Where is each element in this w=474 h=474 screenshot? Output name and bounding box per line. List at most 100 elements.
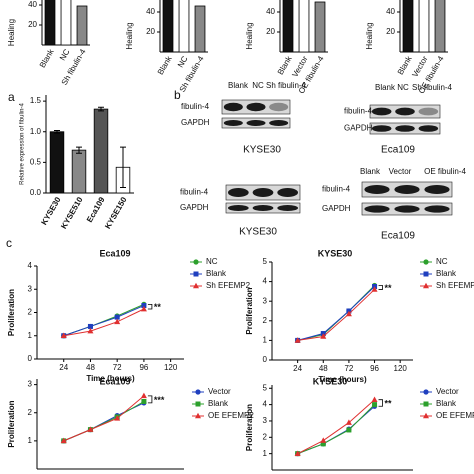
- blot-title: Eca109: [381, 145, 415, 156]
- chart-title: Eca109: [99, 248, 130, 258]
- y-tick-label: 1: [263, 449, 268, 458]
- marker: [114, 314, 120, 320]
- marker: [320, 437, 327, 443]
- blot-band: [246, 102, 266, 112]
- marker: [195, 412, 201, 419]
- error-bar: [98, 106, 104, 112]
- marker: [371, 286, 378, 292]
- x-tick-label: 48: [86, 363, 95, 372]
- marker: [193, 282, 199, 289]
- y-tick-label: 2: [263, 432, 268, 441]
- y-axis-label: Proliferation: [7, 289, 16, 336]
- marker: [423, 271, 429, 277]
- blot-band: [269, 102, 289, 112]
- blot-title: Eca109: [381, 231, 415, 242]
- legend-label: Sh EFEMP2: [436, 281, 474, 290]
- marker: [345, 310, 352, 317]
- row-label: GAPDH: [180, 203, 209, 212]
- annotation: ***: [154, 395, 165, 405]
- legend-label: Blank: [436, 269, 457, 278]
- legend-label: NC: [436, 257, 448, 266]
- x-tick-label: 96: [370, 364, 379, 373]
- y-tick-label: 40: [28, 0, 37, 9]
- x-tick-label: KYSE150: [103, 195, 129, 230]
- marker: [294, 337, 301, 343]
- y-tick-label: 1.0: [30, 127, 42, 136]
- row-label: fibulin-4: [181, 102, 210, 111]
- bracket: [147, 395, 153, 404]
- chart-title: Eca109: [99, 376, 130, 386]
- y-tick-label: 4: [263, 400, 268, 409]
- y-tick-label: 3: [28, 380, 33, 389]
- marker: [423, 412, 429, 419]
- bar: [178, 0, 190, 53]
- marker: [114, 415, 121, 421]
- bracket: [378, 399, 383, 407]
- y-tick-label: 20: [146, 27, 155, 36]
- blot-band: [371, 107, 392, 116]
- x-tick-label: 72: [113, 363, 122, 372]
- blot-band: [227, 205, 249, 211]
- x-tick-label: 24: [59, 363, 68, 372]
- bar: [418, 0, 430, 53]
- chart-title: KYSE30: [318, 248, 353, 258]
- marker: [195, 401, 201, 407]
- blot-band: [269, 120, 289, 126]
- series-line: [297, 286, 375, 341]
- lane-label: Vector: [389, 167, 412, 176]
- y-axis-label: Healing: [245, 22, 254, 49]
- lane-label: NC: [252, 81, 264, 90]
- y-tick-label: 3: [263, 296, 268, 305]
- legend-label: Blank: [208, 399, 229, 408]
- annotation: **: [154, 302, 162, 312]
- row-label: GAPDH: [322, 204, 351, 213]
- marker: [140, 392, 147, 399]
- legend-label: Sh EFEMP2: [206, 281, 251, 290]
- y-axis-label: Proliferation: [7, 400, 16, 447]
- bar: [434, 0, 446, 53]
- legend-label: Vector: [436, 387, 459, 396]
- bar: [44, 0, 56, 46]
- marker: [372, 402, 378, 408]
- series-line: [63, 395, 145, 442]
- blot-band: [418, 125, 439, 132]
- y-tick-label: 1: [263, 336, 268, 345]
- bar: [49, 131, 65, 194]
- annotation: **: [385, 398, 393, 408]
- bar: [402, 0, 414, 53]
- blot-band: [277, 205, 299, 211]
- series-line: [297, 289, 375, 341]
- y-tick-label: 5: [263, 257, 268, 266]
- y-axis-label: Relative expression of fibulin-4: [20, 102, 26, 184]
- blot-band: [364, 205, 390, 213]
- bracket: [378, 285, 383, 290]
- marker: [195, 389, 201, 395]
- marker: [371, 396, 378, 403]
- series-line: [297, 404, 375, 455]
- marker: [345, 419, 352, 425]
- y-tick-label: 4: [263, 277, 268, 286]
- marker: [60, 437, 67, 444]
- marker: [87, 327, 94, 334]
- blot-band: [424, 185, 450, 194]
- marker: [320, 333, 327, 339]
- legend-label: Vector: [208, 387, 231, 396]
- panel-label: c: [6, 236, 12, 250]
- lane-label: Blank: [228, 81, 249, 90]
- x-tick-label: NC: [176, 54, 190, 69]
- x-axis-label: Time (hours): [318, 375, 367, 384]
- marker: [320, 441, 326, 447]
- y-tick-label: 20: [266, 27, 275, 36]
- row-label: fibulin-4: [180, 188, 209, 197]
- legend-label: Blank: [436, 399, 457, 408]
- marker: [346, 427, 352, 433]
- bar: [60, 0, 72, 46]
- y-tick-label: 3: [28, 284, 33, 293]
- x-tick-label: KYSE510: [59, 195, 85, 230]
- panel-label: a: [8, 90, 15, 104]
- row-label: GAPDH: [181, 118, 210, 127]
- y-tick-label: 1.5: [30, 96, 42, 105]
- lane-label: NC: [397, 83, 409, 92]
- legend-label: OE EFEMP2: [436, 411, 474, 420]
- marker: [141, 399, 147, 404]
